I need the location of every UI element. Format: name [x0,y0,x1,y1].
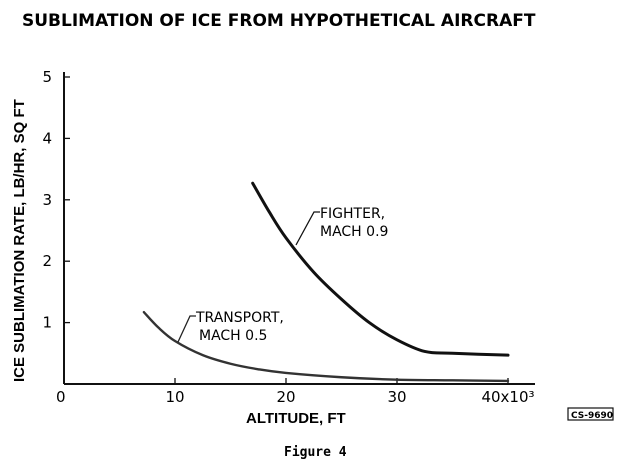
y-tick-label: 5 [42,68,52,86]
stamp: CS-9690 [571,411,613,421]
stamp-box [567,407,614,421]
x-tick-label: 20 [276,388,295,406]
y-tick-label: 1 [42,314,52,332]
transport-label: TRANSPORT, MACH 0.5 [177,310,284,344]
x-tick-label: 40x10³ [481,388,534,406]
x-axis-label: ALTITUDE, FT [246,410,346,427]
y-tick-label: 3 [42,191,52,209]
fighter-label-line-1: FIGHTER, [320,206,385,222]
transport-label-line-1: TRANSPORT, [195,310,284,326]
y-axis-label: ICE SUBLIMATION RATE, LB/HR, SQ FT [11,99,28,382]
fighter-leader-line [295,211,320,246]
transport-label-line-2: MACH 0.5 [199,328,267,344]
chart-title: SUBLIMATION OF ICE FROM HYPOTHETICAL AIR… [22,11,536,31]
x-tick-label: 30 [387,388,406,406]
figure-caption: Figure 4 [284,445,347,460]
fighter-label: FIGHTER, MACH 0.9 [295,206,388,246]
transport-curve [142,310,510,383]
x-tick-label: 0 [56,388,66,406]
fighter-label-line-2: MACH 0.9 [320,224,388,240]
fighter-curve [251,181,510,357]
y-tick-label: 2 [42,252,52,270]
x-tick-label: 10 [165,388,184,406]
y-tick-label: 4 [42,129,52,147]
transport-leader-line [177,315,196,343]
